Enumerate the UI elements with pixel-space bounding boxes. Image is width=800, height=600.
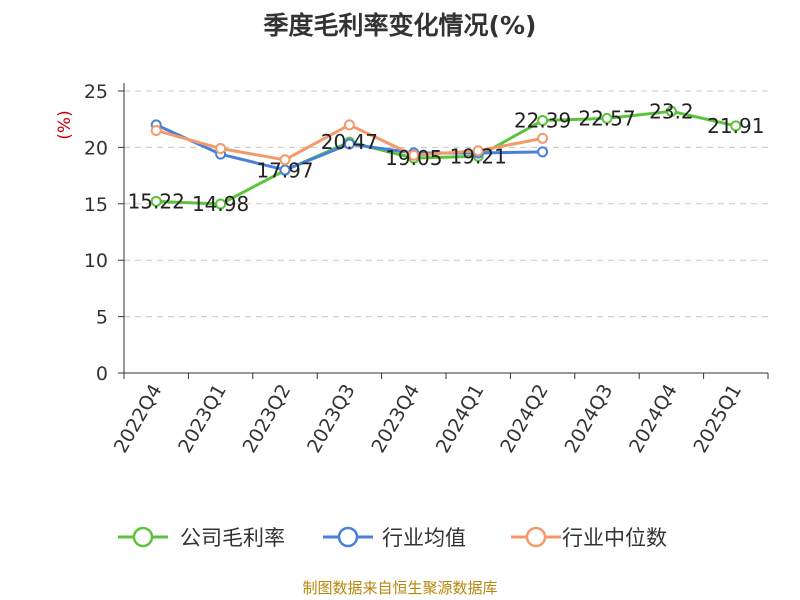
x-tick-label: 2024Q2 <box>496 381 553 457</box>
data-point <box>665 105 677 117</box>
y-tick-label: 0 <box>96 363 108 385</box>
data-label: 21.91 <box>707 114 764 138</box>
y-axis-label: (%) <box>55 110 75 139</box>
legend-label: 行业中位数 <box>562 526 667 550</box>
series-lines <box>150 105 742 210</box>
data-point <box>537 146 549 158</box>
data-label: 19.05 <box>385 146 442 170</box>
x-tick-labels: 2022Q4 2023Q1 2023Q2 2023Q3 2023Q4 2024Q1 2024… <box>110 381 746 457</box>
x-tick-label: 2023Q4 <box>367 381 424 457</box>
x-tick-label: 2024Q3 <box>561 381 618 457</box>
x-tick-label: 2024Q1 <box>432 381 489 457</box>
data-point <box>343 138 355 150</box>
legend-label: 公司毛利率 <box>180 526 285 550</box>
series-line <box>156 109 737 206</box>
data-label: 20.47 <box>321 130 378 154</box>
chart-title: 季度毛利率变化情况(%) <box>264 11 537 40</box>
legend-swatch-marker <box>132 526 154 548</box>
data-label: 14.98 <box>192 192 249 216</box>
data-label: 23.2 <box>649 99 694 123</box>
data-point <box>472 145 484 157</box>
data-label: 22.57 <box>578 106 635 130</box>
y-tick-label: 25 <box>84 81 108 103</box>
data-point <box>279 154 291 166</box>
data-point <box>343 119 355 131</box>
y-tick-label: 15 <box>84 194 108 216</box>
y-tick-label: 5 <box>96 307 108 329</box>
legend-swatch-marker <box>337 526 359 548</box>
legend: 公司毛利率 行业均值 行业中位数 <box>118 526 667 550</box>
legend-swatch-marker <box>525 526 547 548</box>
data-point <box>408 149 420 161</box>
data-label: 22.39 <box>514 108 571 132</box>
x-tick-label: 2023Q1 <box>174 381 231 457</box>
x-tick-label: 2022Q4 <box>110 381 167 457</box>
x-tick-label: 2023Q2 <box>239 381 296 457</box>
data-point <box>537 114 549 126</box>
data-label: 15.22 <box>128 189 185 213</box>
x-tick-label: 2023Q3 <box>303 381 360 457</box>
data-point <box>215 143 227 155</box>
legend-label: 行业均值 <box>382 526 466 550</box>
x-tick-label: 2024Q4 <box>625 381 682 457</box>
grid-lines <box>124 90 768 318</box>
data-label: 19.21 <box>450 144 507 168</box>
data-point <box>537 132 549 144</box>
y-tick-label: 10 <box>84 250 108 272</box>
data-point <box>601 112 613 124</box>
data-point <box>150 195 162 207</box>
y-tick-labels: 0 5 10 15 20 25 <box>84 81 108 385</box>
data-point <box>150 124 162 136</box>
data-point <box>215 198 227 210</box>
data-point <box>730 120 742 132</box>
data-point <box>279 164 291 176</box>
data-label: 17.97 <box>256 158 313 182</box>
data-labels: 15.22 14.98 17.97 20.47 19.05 19.21 22.39 22.57… <box>128 99 765 216</box>
source-note: 制图数据来自恒生聚源数据库 <box>302 579 497 597</box>
axes <box>118 83 769 379</box>
y-tick-label: 20 <box>84 137 108 159</box>
x-tick-label: 2025Q1 <box>689 381 746 457</box>
